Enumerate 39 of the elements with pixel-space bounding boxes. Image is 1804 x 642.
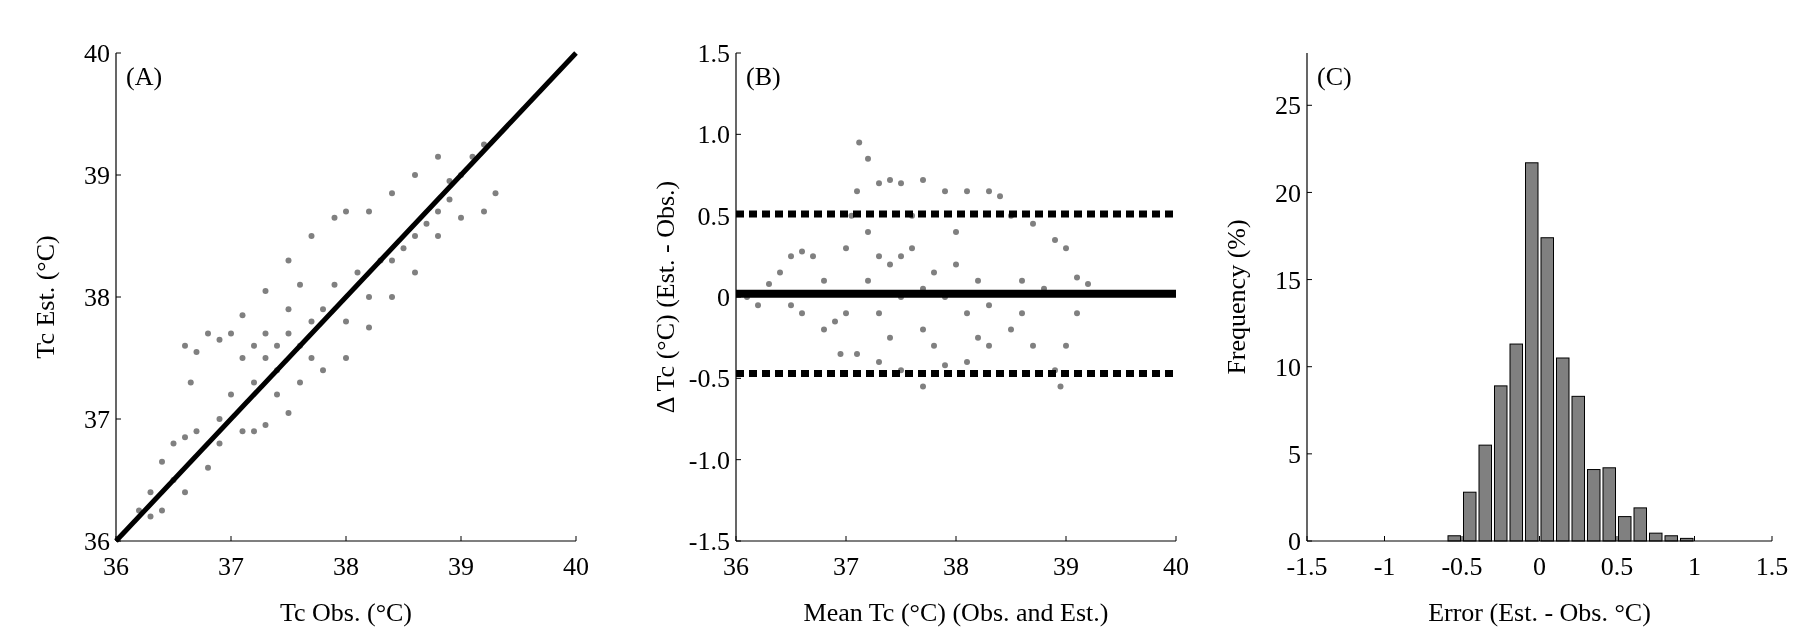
y-axis-title: Frequency (%)	[1222, 219, 1251, 375]
x-tick-label: 39	[1053, 552, 1079, 581]
x-tick-label: 0	[1533, 552, 1546, 581]
y-tick-label: 0	[717, 283, 730, 313]
y-tick-label: 40	[84, 39, 110, 69]
x-tick-label: 39	[448, 552, 474, 581]
y-tick-label: 10	[1275, 352, 1301, 382]
x-tick-label: -1	[1373, 552, 1396, 581]
y-tick-label: 39	[84, 161, 110, 191]
chart-title: (C)	[1317, 62, 1352, 91]
x-tick-label: 37	[218, 552, 244, 581]
y-tick-label: -1.0	[688, 445, 730, 475]
y-axis-title: Δ Tc (°C) (Est. - Obs.)	[651, 180, 680, 414]
y-tick-label: 38	[84, 283, 110, 313]
x-tick-label: 40	[1163, 552, 1189, 581]
y-tick-label: 15	[1275, 265, 1301, 295]
x-axis-title: Error (Est. - Obs. °C)	[1428, 598, 1651, 627]
x-tick-label: 1.5	[1755, 552, 1789, 581]
x-tick-label: -0.5	[1441, 552, 1483, 581]
y-tick-label: 37	[84, 405, 110, 435]
x-axis-title: Mean Tc (°C) (Obs. and Est.)	[803, 598, 1109, 627]
x-tick-label: 1	[1688, 552, 1701, 581]
y-axis-title: Tc Est. (°C)	[31, 235, 60, 359]
y-tick-label: 1.5	[697, 39, 730, 69]
chart-title: (A)	[126, 62, 163, 91]
x-tick-label: 40	[563, 552, 589, 581]
x-tick-label: 0.5	[1600, 552, 1634, 581]
x-tick-label: 38	[943, 552, 969, 581]
y-tick-label: 1.0	[697, 120, 730, 150]
y-tick-label: 0.5	[697, 201, 730, 231]
y-tick-label: -0.5	[688, 364, 730, 394]
chart-title: (B)	[746, 62, 781, 91]
y-tick-label: 0	[1288, 527, 1301, 557]
y-tick-label: 20	[1275, 178, 1301, 208]
x-tick-label: 38	[333, 552, 359, 581]
y-tick-label: 5	[1288, 439, 1301, 469]
x-tick-label: 37	[833, 552, 859, 581]
y-tick-label: 25	[1275, 91, 1301, 121]
x-axis-title: Tc Obs. (°C)	[279, 598, 413, 627]
